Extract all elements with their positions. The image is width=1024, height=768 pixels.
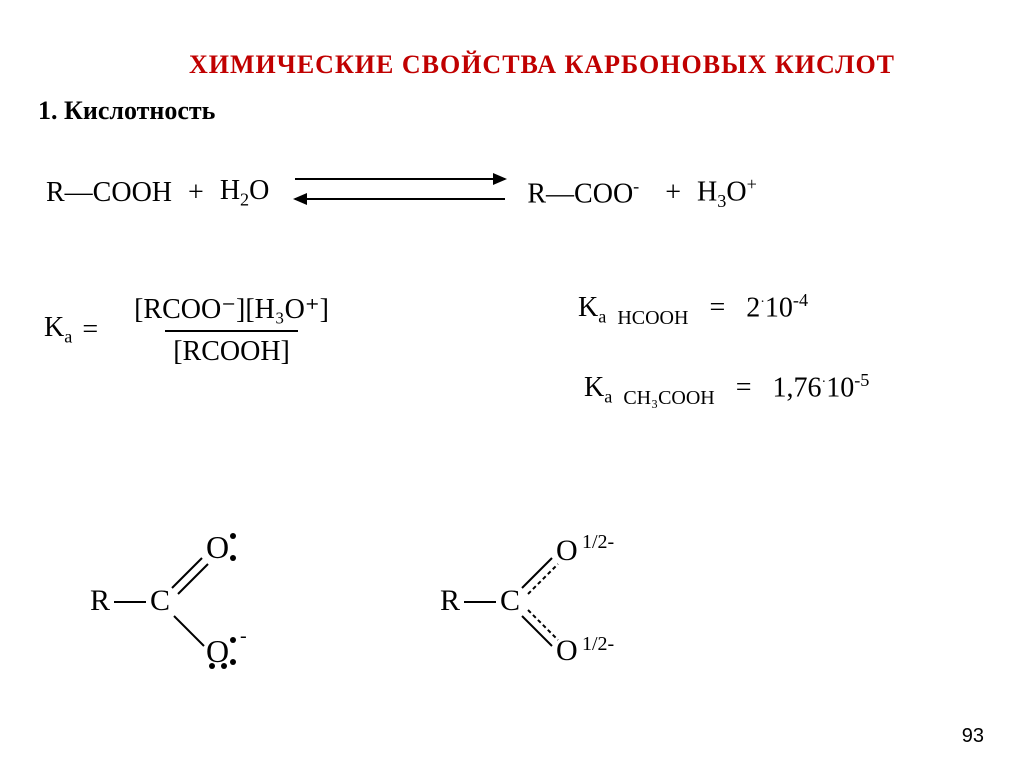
equals: =: [736, 372, 752, 403]
arrow-forward-icon: [295, 178, 505, 180]
ka-expression: Ka = [RCOO⁻][H₃O⁺] [RCOOH]: [44, 292, 337, 368]
resonance-structure-localized: R C O O -: [80, 522, 280, 677]
o-top: O: [556, 534, 578, 567]
value-base: 10: [826, 372, 854, 403]
c-label: C: [150, 584, 170, 617]
bond-co-top1: [522, 558, 552, 588]
arrow-reverse-icon: [295, 198, 505, 200]
r-label: R: [90, 584, 110, 617]
plus-sup: +: [747, 174, 757, 194]
value-exp: -5: [854, 370, 869, 390]
product-hydronium: H3O+: [697, 174, 757, 212]
product-carboxylate: R—COO-: [527, 176, 639, 210]
minus-sup: -: [633, 176, 639, 196]
lonepair-dot: [209, 663, 215, 669]
equals: =: [709, 292, 725, 323]
value-base: 10: [765, 292, 793, 323]
lonepair-dot: [230, 533, 236, 539]
value-mantissa: 2: [746, 292, 760, 323]
species-hcooh: HCOOH: [617, 307, 688, 329]
reactant-acid: R—COOH: [46, 177, 172, 209]
bond-co-double2: [178, 564, 208, 594]
a-sub: a: [64, 327, 72, 347]
denominator: [RCOOH]: [165, 330, 298, 368]
page-number: 93: [962, 725, 984, 748]
structure-svg: R C O 1/2- O 1/2-: [430, 522, 660, 672]
ka-symbol: Ka: [44, 312, 72, 348]
lonepair-dot: [230, 659, 236, 665]
bond-co-bot1: [522, 616, 552, 646]
lonepair-dot: [221, 663, 227, 669]
page-title: ХИМИЧЕСКИЕ СВОЙСТВА КАРБОНОВЫХ КИСЛОТ: [100, 50, 984, 80]
h: H: [697, 176, 717, 207]
equilibrium-arrows: [295, 170, 505, 216]
c-label: C: [500, 584, 520, 617]
bond-co-bot2-dashed: [528, 610, 558, 640]
reactant-water: H2O: [220, 175, 270, 211]
lonepair-dot: [230, 555, 236, 561]
o: O: [249, 175, 269, 206]
bond-co-top2-dashed: [528, 564, 558, 594]
fraction: [RCOO⁻][H₃O⁺] [RCOOH]: [126, 292, 337, 368]
bond-co-single: [174, 616, 204, 646]
numerator: [RCOO⁻][H₃O⁺]: [126, 292, 337, 330]
rcoo: R—COO: [527, 178, 633, 209]
structure-svg: R C O O -: [80, 522, 280, 672]
section-heading: 1. Кислотность: [38, 96, 215, 126]
a-sub: a: [598, 307, 606, 327]
resonance-structure-delocalized: R C O 1/2- O 1/2-: [430, 522, 660, 677]
o-bottom: O: [556, 634, 578, 667]
plus-sign-2: +: [665, 177, 681, 209]
sub3: 3: [717, 191, 726, 211]
k: K: [578, 292, 598, 323]
ka-symbol: Ka: [578, 292, 606, 323]
a-sub: a: [604, 387, 612, 407]
half-charge-bottom: 1/2-: [582, 633, 614, 655]
ka-formic-acid: Ka HCOOH = 2·10-4: [578, 290, 808, 328]
species-ch3cooh: CH₃COOH: [623, 387, 714, 409]
value-mantissa: 1,76: [773, 372, 822, 403]
o: O: [726, 176, 746, 207]
ka-acetic-acid: Ka CH₃COOH = 1,76·10-5: [584, 370, 869, 408]
k: K: [584, 372, 604, 403]
lonepair-dot: [230, 637, 236, 643]
bond-co-double1: [172, 558, 202, 588]
half-charge-top: 1/2-: [582, 531, 614, 553]
minus-charge: -: [240, 625, 247, 647]
dissociation-equation: R—COOH + H2O R—COO- + H3O+: [46, 170, 773, 216]
o-top: O: [206, 529, 229, 565]
plus-sign: +: [188, 177, 204, 209]
r-label: R: [440, 584, 460, 617]
h: H: [220, 175, 240, 206]
k: K: [44, 312, 64, 343]
sub2: 2: [240, 190, 249, 210]
ka-symbol: Ka: [584, 372, 612, 403]
equals: =: [82, 314, 98, 346]
value-exp: -4: [793, 290, 808, 310]
